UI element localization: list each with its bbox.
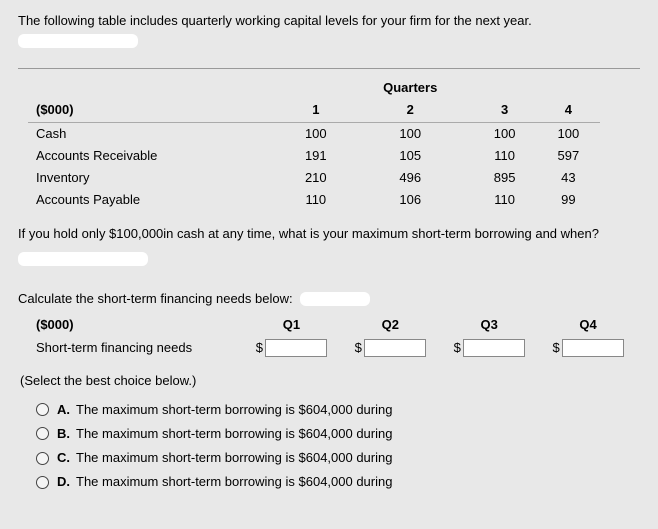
cell: 100 xyxy=(348,122,473,145)
qcol-q4: Q4 xyxy=(539,314,638,336)
table-row: Cash 100 100 100 100 xyxy=(28,122,600,145)
options-group: A. The maximum short-term borrowing is $… xyxy=(36,401,640,492)
row-label: Inventory xyxy=(28,167,284,189)
super-header: Quarters xyxy=(348,77,473,99)
radio-icon[interactable] xyxy=(36,403,49,416)
table-row: Short-term financing needs $ $ $ $ xyxy=(28,336,638,361)
col-1: 1 xyxy=(284,99,348,122)
cell: 110 xyxy=(284,189,348,211)
cell: 110 xyxy=(473,189,537,211)
cell: 43 xyxy=(537,167,601,189)
option-text: The maximum short-term borrowing is $604… xyxy=(76,401,392,419)
redaction-1 xyxy=(18,34,138,48)
working-capital-table: Quarters ($000) 1 2 3 4 Cash 100 100 100… xyxy=(28,77,600,211)
intro-text: The following table includes quarterly w… xyxy=(18,12,640,30)
option-text: The maximum short-term borrowing is $604… xyxy=(76,425,392,443)
qcol-q3: Q3 xyxy=(440,314,539,336)
q1-input[interactable] xyxy=(265,339,327,357)
qcol-label: ($000) xyxy=(28,314,242,336)
option-b[interactable]: B. The maximum short-term borrowing is $… xyxy=(36,425,640,443)
option-letter: A. xyxy=(57,401,70,419)
row-label: Accounts Receivable xyxy=(28,145,284,167)
table-row: Accounts Payable 110 106 110 99 xyxy=(28,189,600,211)
col-4: 4 xyxy=(537,99,601,122)
q4-input[interactable] xyxy=(562,339,624,357)
dollar-sign: $ xyxy=(454,339,461,357)
redaction-3 xyxy=(300,292,370,306)
cell: 191 xyxy=(284,145,348,167)
data-table-wrap: Quarters ($000) 1 2 3 4 Cash 100 100 100… xyxy=(18,77,640,211)
option-letter: B. xyxy=(57,425,70,443)
table-row: Inventory 210 496 895 43 xyxy=(28,167,600,189)
qcol-q1: Q1 xyxy=(242,314,341,336)
col-label: ($000) xyxy=(28,99,284,122)
option-text: The maximum short-term borrowing is $604… xyxy=(76,473,392,491)
redaction-2 xyxy=(18,252,148,266)
q3-input[interactable] xyxy=(463,339,525,357)
option-letter: D. xyxy=(57,473,70,491)
radio-icon[interactable] xyxy=(36,452,49,465)
cell: 100 xyxy=(537,122,601,145)
cell: 496 xyxy=(348,167,473,189)
financing-table: ($000) Q1 Q2 Q3 Q4 Short-term financing … xyxy=(28,314,638,361)
radio-icon[interactable] xyxy=(36,427,49,440)
dollar-sign: $ xyxy=(256,339,263,357)
table-row: Accounts Receivable 191 105 110 597 xyxy=(28,145,600,167)
radio-icon[interactable] xyxy=(36,476,49,489)
option-text: The maximum short-term borrowing is $604… xyxy=(76,449,392,467)
option-a[interactable]: A. The maximum short-term borrowing is $… xyxy=(36,401,640,419)
dollar-sign: $ xyxy=(552,339,559,357)
q-row-label: Short-term financing needs xyxy=(28,336,242,361)
option-letter: C. xyxy=(57,449,70,467)
question-text: If you hold only $100,000in cash at any … xyxy=(18,225,640,243)
row-label: Accounts Payable xyxy=(28,189,284,211)
cell: 110 xyxy=(473,145,537,167)
qcol-q2: Q2 xyxy=(341,314,440,336)
cell: 895 xyxy=(473,167,537,189)
cell: 100 xyxy=(473,122,537,145)
calc-label: Calculate the short-term financing needs… xyxy=(18,290,640,308)
option-d[interactable]: D. The maximum short-term borrowing is $… xyxy=(36,473,640,491)
col-2: 2 xyxy=(348,99,473,122)
cell: 105 xyxy=(348,145,473,167)
cell: 100 xyxy=(284,122,348,145)
col-3: 3 xyxy=(473,99,537,122)
select-note: (Select the best choice below.) xyxy=(18,372,640,390)
q2-input[interactable] xyxy=(364,339,426,357)
row-label: Cash xyxy=(28,122,284,145)
intro-block: The following table includes quarterly w… xyxy=(18,12,640,69)
cell: 99 xyxy=(537,189,601,211)
cell: 106 xyxy=(348,189,473,211)
option-c[interactable]: C. The maximum short-term borrowing is $… xyxy=(36,449,640,467)
cell: 210 xyxy=(284,167,348,189)
dollar-sign: $ xyxy=(355,339,362,357)
cell: 597 xyxy=(537,145,601,167)
